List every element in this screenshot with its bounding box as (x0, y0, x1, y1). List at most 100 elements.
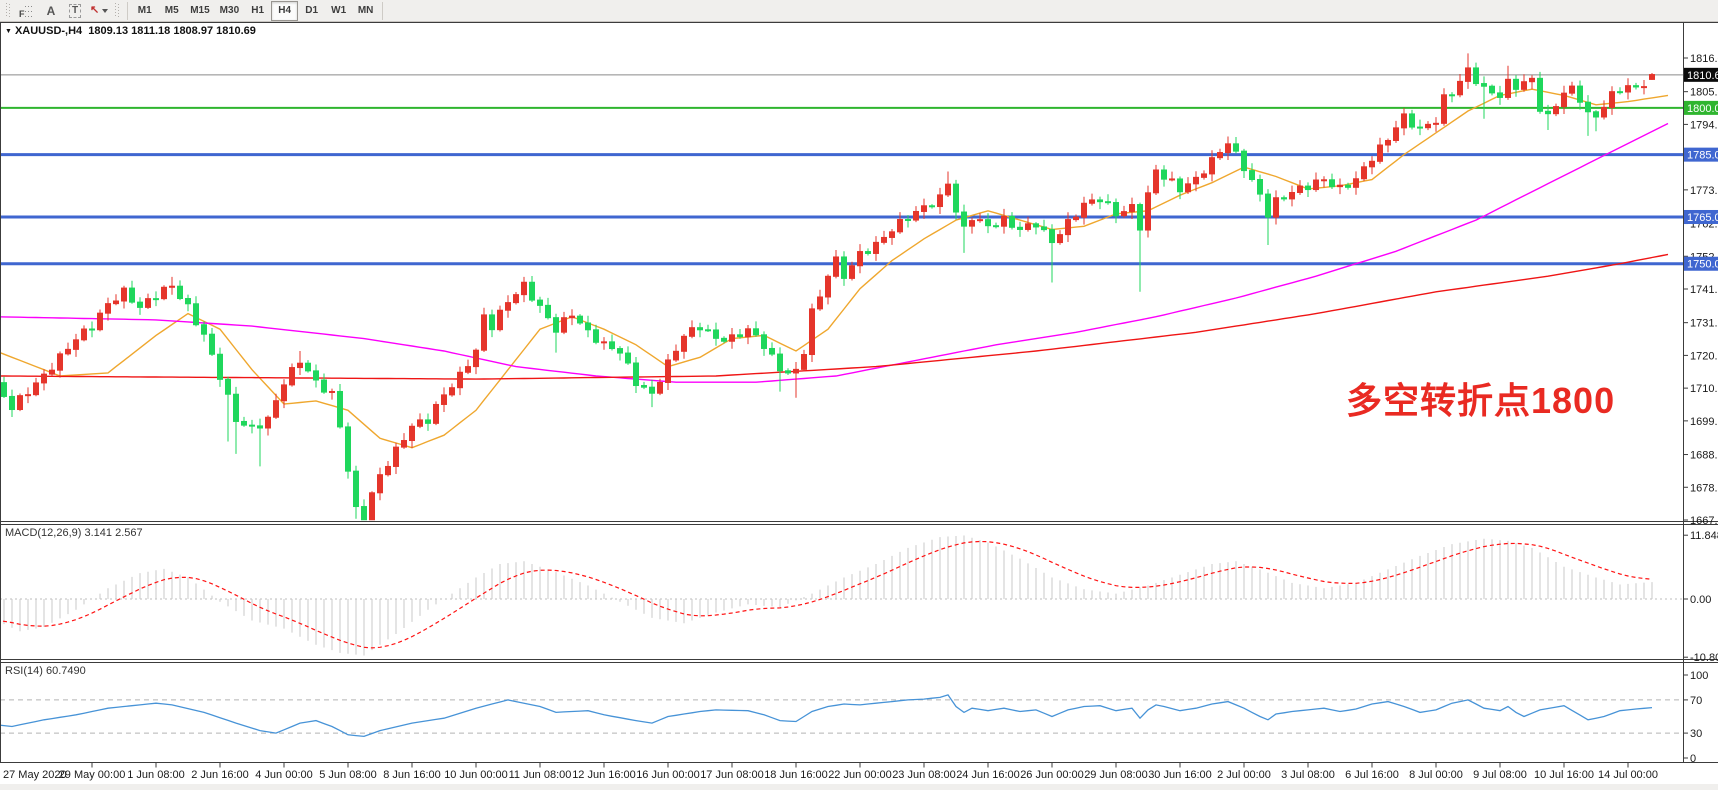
svg-text:1785.0: 1785.0 (1687, 150, 1718, 162)
rsi-line (0, 694, 1653, 738)
panel-borders (0, 22, 1718, 790)
svg-text:100: 100 (1690, 670, 1708, 682)
ma-slow-line (0, 253, 1669, 380)
svg-text:1805.2: 1805.2 (1690, 87, 1718, 99)
svg-text:27 May 2020: 27 May 2020 (3, 769, 67, 781)
arrows-tool-button[interactable]: ↖ (87, 1, 111, 21)
svg-text:1710.1: 1710.1 (1690, 383, 1718, 395)
svg-text:6 Jul 16:00: 6 Jul 16:00 (1345, 769, 1399, 781)
svg-text:1816.0: 1816.0 (1690, 53, 1718, 65)
timeframe-button-d1[interactable]: D1 (298, 1, 325, 21)
chart-text-annotation: 多空转折点1800 (1346, 380, 1616, 421)
svg-text:1 Jun 08:00: 1 Jun 08:00 (127, 769, 185, 781)
svg-text:1699.6: 1699.6 (1690, 416, 1718, 428)
toolbar: F A T ↖ M1 M5 M15 M30 H1 H4 D1 W1 MN (0, 0, 1718, 22)
svg-text:3 Jul 08:00: 3 Jul 08:00 (1281, 769, 1335, 781)
rsi-indicator-label: RSI(14) 60.7490 (5, 665, 86, 677)
svg-text:1773.7: 1773.7 (1690, 185, 1718, 197)
horizontal-lines-layer (0, 74, 1683, 266)
svg-text:23 Jun 08:00: 23 Jun 08:00 (892, 769, 956, 781)
svg-text:10 Jul 16:00: 10 Jul 16:00 (1534, 769, 1594, 781)
svg-text:F: F (19, 9, 25, 18)
fibonacci-tool-button[interactable]: F (15, 1, 39, 21)
svg-text:26 Jun 00:00: 26 Jun 00:00 (1020, 769, 1084, 781)
svg-text:30 Jun 16:00: 30 Jun 16:00 (1148, 769, 1212, 781)
svg-text:-10.808: -10.808 (1690, 652, 1718, 664)
macd-name: MACD(12,26,9) (5, 527, 82, 539)
svg-text:1800.0: 1800.0 (1687, 103, 1718, 115)
svg-text:8 Jul 00:00: 8 Jul 00:00 (1409, 769, 1463, 781)
svg-text:2 Jul 00:00: 2 Jul 00:00 (1217, 769, 1271, 781)
macd-signal-value: 2.567 (115, 527, 143, 539)
chart-area[interactable]: 1816.01805.21794.71773.71762.91752.41741… (0, 22, 1718, 790)
svg-text:29 May 00:00: 29 May 00:00 (59, 769, 126, 781)
chevron-down-icon (102, 8, 109, 13)
text-label-icon: A (46, 3, 56, 18)
svg-text:11 Jun 08:00: 11 Jun 08:00 (509, 769, 572, 781)
text-tool-button[interactable]: T (63, 1, 87, 21)
toolbar-separator (127, 1, 129, 20)
svg-text:1794.7: 1794.7 (1690, 119, 1718, 131)
macd-indicator-label: MACD(12,26,9) 3.141 2.567 (5, 527, 143, 539)
text-tool-icon: T (68, 3, 82, 18)
toolbar-drag-handle[interactable] (6, 3, 11, 18)
svg-text:1678.3: 1678.3 (1690, 482, 1718, 494)
svg-text:1688.8: 1688.8 (1690, 450, 1718, 462)
price-axis[interactable]: 1816.01805.21794.71773.71762.91752.41741… (1683, 53, 1718, 527)
svg-text:5 Jun 08:00: 5 Jun 08:00 (319, 769, 377, 781)
toolbar-separator-end (382, 1, 384, 20)
timeframe-button-h4[interactable]: H4 (271, 0, 299, 21)
ma-fast-line (0, 88, 1669, 449)
text-label-tool-button[interactable]: A (39, 1, 63, 21)
svg-text:4 Jun 00:00: 4 Jun 00:00 (255, 769, 313, 781)
symbol-period-label: XAUUSD-,H4 (14, 25, 83, 37)
svg-text:1720.6: 1720.6 (1690, 350, 1718, 362)
price-tag (1684, 147, 1718, 162)
svg-text:30: 30 (1690, 728, 1702, 740)
candlestick-layer (1, 53, 1655, 521)
svg-text:12 Jun 16:00: 12 Jun 16:00 (572, 769, 636, 781)
moving-average-layer (0, 88, 1669, 449)
timeframe-button-m1[interactable]: M1 (131, 1, 158, 21)
price-tag (1684, 209, 1718, 224)
svg-text:2 Jun 16:00: 2 Jun 16:00 (191, 769, 249, 781)
rsi-name: RSI(14) (5, 665, 43, 677)
chart-title: ▼ XAUUSD-,H4 1809.13 1811.18 1808.97 1810… (5, 25, 256, 37)
svg-text:1741.9: 1741.9 (1690, 284, 1718, 296)
ohlc-values: 1809.13 1811.18 1808.97 1810.69 (88, 25, 256, 37)
svg-text:70: 70 (1690, 695, 1702, 707)
price-tag (1684, 67, 1718, 82)
price-tag (1684, 100, 1718, 115)
svg-text:1731.1: 1731.1 (1690, 318, 1718, 330)
svg-text:24 Jun 16:00: 24 Jun 16:00 (956, 769, 1020, 781)
timeframe-toolbar: M1 M5 M15 M30 H1 H4 D1 W1 MN (131, 0, 379, 21)
svg-text:0: 0 (1690, 753, 1696, 765)
ma-mid-line (0, 122, 1669, 383)
chart-canvas[interactable]: 1816.01805.21794.71773.71762.91752.41741… (0, 22, 1718, 790)
svg-text:10 Jun 00:00: 10 Jun 00:00 (444, 769, 508, 781)
timeframe-button-m15[interactable]: M15 (185, 1, 214, 21)
svg-text:18 Jun 16:00: 18 Jun 16:00 (764, 769, 828, 781)
timeframe-button-w1[interactable]: W1 (325, 1, 352, 21)
timeframe-button-m5[interactable]: M5 (158, 1, 185, 21)
timeframe-button-m30[interactable]: M30 (215, 1, 244, 21)
svg-text:16 Jun 00:00: 16 Jun 00:00 (636, 769, 700, 781)
arrows-icon: ↖ (90, 4, 100, 16)
timeframe-button-h1[interactable]: H1 (244, 1, 271, 21)
svg-text:11.848: 11.848 (1690, 530, 1718, 542)
svg-text:0.00: 0.00 (1690, 594, 1711, 606)
rsi-value: 60.7490 (45, 665, 86, 677)
rsi-panel (0, 694, 1683, 738)
timeframe-drag-handle[interactable] (115, 3, 121, 18)
macd-panel (0, 535, 1683, 656)
svg-text:1810.6: 1810.6 (1687, 70, 1718, 82)
fibonacci-icon: F (19, 5, 34, 18)
svg-text:1750.0: 1750.0 (1687, 259, 1718, 271)
collapse-icon[interactable]: ▼ (5, 28, 12, 35)
svg-text:9 Jul 08:00: 9 Jul 08:00 (1473, 769, 1527, 781)
timeframe-button-mn[interactable]: MN (352, 1, 379, 21)
svg-text:14 Jul 00:00: 14 Jul 00:00 (1598, 769, 1658, 781)
svg-text:8 Jun 16:00: 8 Jun 16:00 (383, 769, 441, 781)
